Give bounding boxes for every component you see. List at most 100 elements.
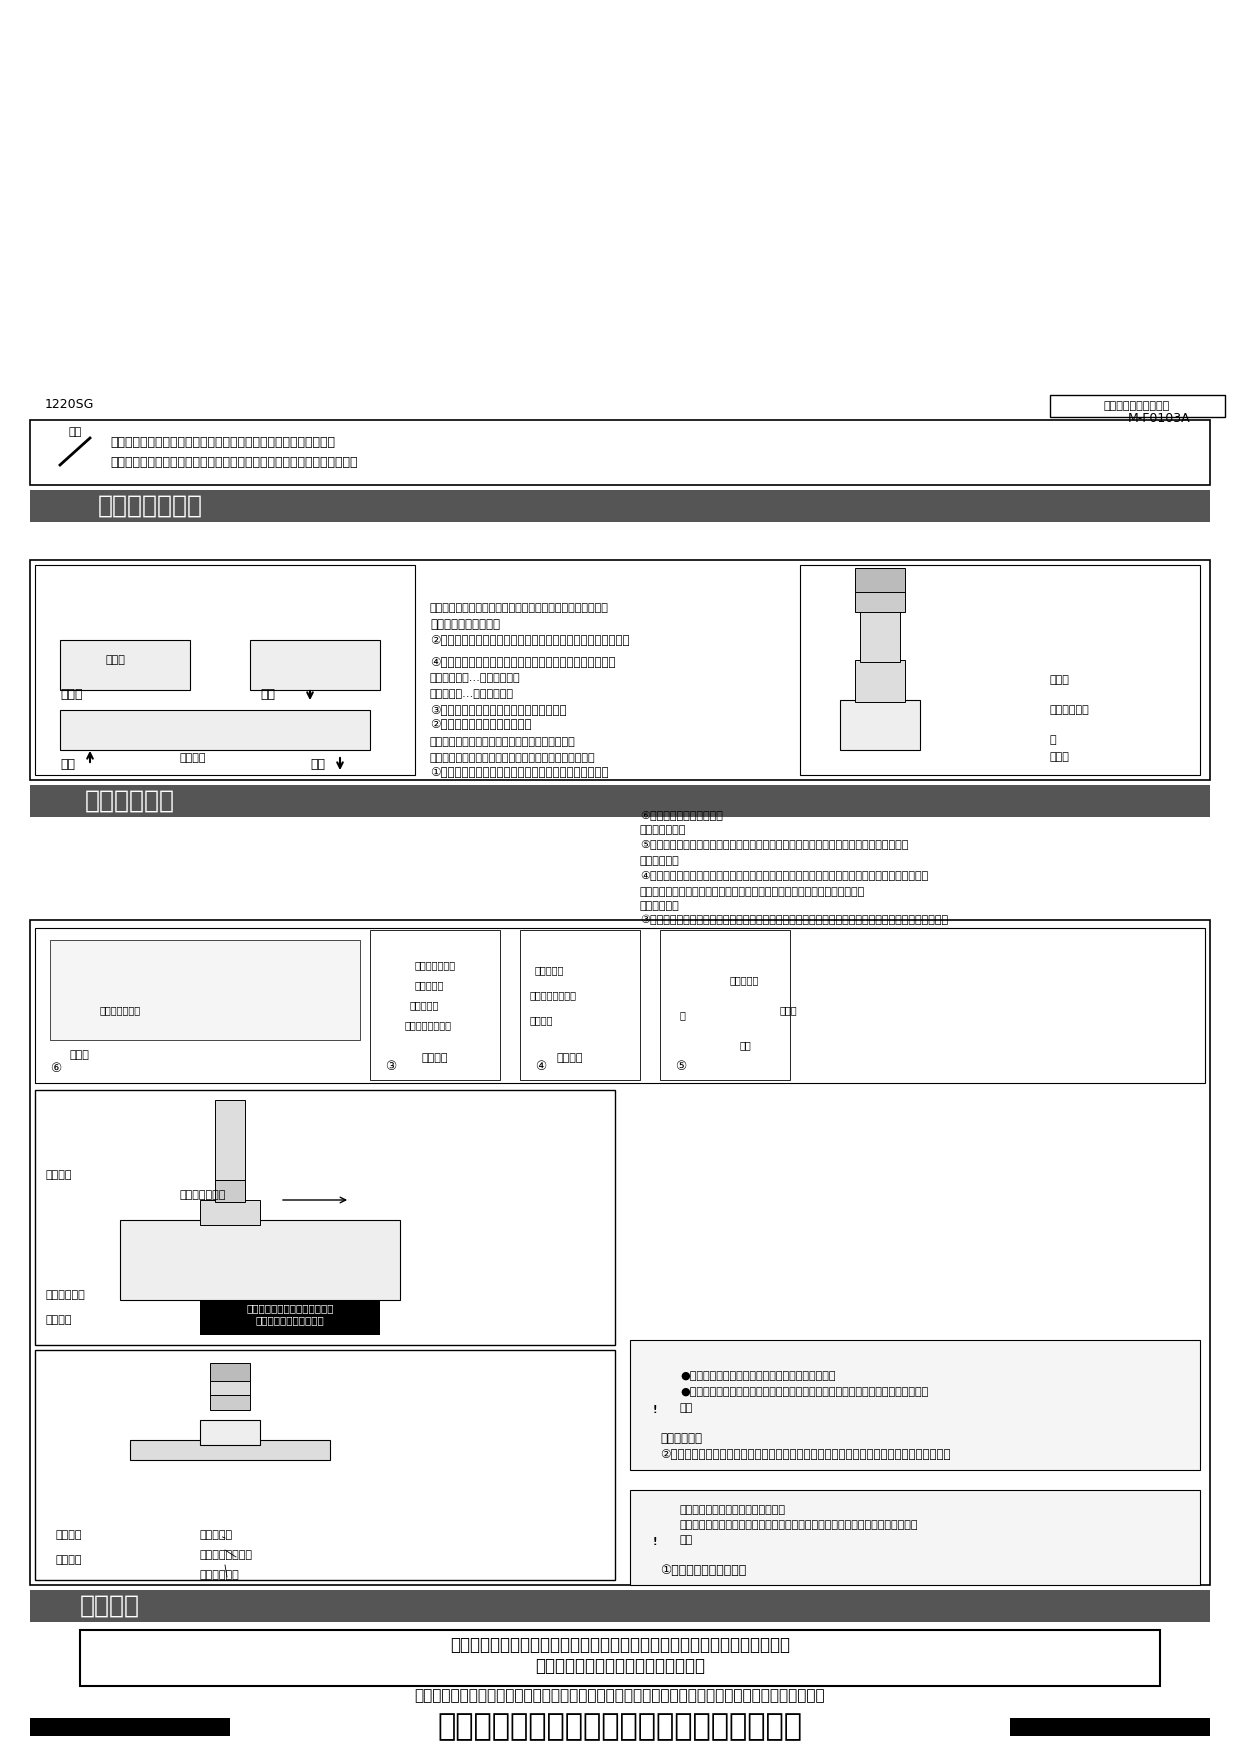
Text: ねじ込みます。: ねじ込みます。 xyxy=(640,824,687,835)
Bar xyxy=(30,489,1210,523)
Text: 玉: 玉 xyxy=(680,1010,686,1021)
Bar xyxy=(35,565,415,775)
Bar xyxy=(215,1180,246,1201)
Text: ①つまみ部を数回操作し、排水栓の開閉を確認します。: ①つまみ部を数回操作し、排水栓の開閉を確認します。 xyxy=(430,766,609,779)
Text: ⑤リードワイヤーの先端の玉をつまみ部の凹部に引掛け押込み、接続ナットをつまみ部に: ⑤リードワイヤーの先端の玉をつまみ部の凹部に引掛け押込み、接続ナットをつまみ部に xyxy=(640,838,909,849)
Bar xyxy=(60,710,370,751)
Text: ③接続ナットをゆるめ、図を参考に、つまみ部からリードワイヤー・締付ナット・スリップワッシャを: ③接続ナットをゆるめ、図を参考に、つまみ部からリードワイヤー・締付ナット・スリッ… xyxy=(640,916,949,924)
Text: 押す: 押す xyxy=(60,758,74,772)
Text: 禁止: 禁止 xyxy=(68,426,82,437)
Bar xyxy=(30,786,1210,817)
Text: 引く: 引く xyxy=(310,758,325,772)
Bar xyxy=(839,700,920,751)
Bar xyxy=(200,1421,260,1445)
Text: 閉まる: 閉まる xyxy=(60,689,83,702)
Text: 接続ナット: 接続ナット xyxy=(415,980,444,989)
Text: 排水金具: 排水金具 xyxy=(55,1529,82,1540)
Text: ②ロックナットをゆるめます。: ②ロックナットをゆるめます。 xyxy=(430,719,532,731)
Bar xyxy=(630,1489,1200,1586)
Bar xyxy=(120,1221,401,1300)
Text: 締付ナット: 締付ナット xyxy=(410,1000,439,1010)
Text: 接続ナット: 接続ナット xyxy=(730,975,759,986)
Text: がないか確認します。: がないか確認します。 xyxy=(430,617,500,630)
Text: ④取付穴の上からつまみ部を差込み、つまみ部にスリップワッシャを通し、締付ナットを締付け: ④取付穴の上からつまみ部を差込み、つまみ部にスリップワッシャを通し、締付ナットを… xyxy=(640,870,929,881)
Text: 失わない程度に締付けてください。: 失わない程度に締付けてください。 xyxy=(680,1505,786,1515)
Polygon shape xyxy=(645,1529,665,1549)
Text: 排水金具: 排水金具 xyxy=(45,1316,72,1324)
Text: 締付ナット: 締付ナット xyxy=(534,965,564,975)
Bar xyxy=(1011,1717,1210,1736)
Text: リードワイヤー取出口を: リードワイヤー取出口を xyxy=(255,1316,325,1324)
Text: スリップワッシャ: スリップワッシャ xyxy=(529,989,577,1000)
Bar xyxy=(30,419,1210,486)
Text: ③おもりのネジで軸の長さを調節します。: ③おもりのネジで軸の長さを調節します。 xyxy=(430,703,567,716)
Text: 施工後の確認: 施工後の確認 xyxy=(86,789,175,814)
Bar xyxy=(520,930,640,1080)
Bar xyxy=(200,1200,260,1224)
Text: 排水栓を外した状態で、洗髪したりペットを洗ったりしないでください。: 排水栓を外した状態で、洗髪したりペットを洗ったりしないでください。 xyxy=(110,456,357,468)
Text: ⑥排水栓をセットします。: ⑥排水栓をセットします。 xyxy=(640,810,723,821)
Text: 使用上のご注意: 使用上のご注意 xyxy=(98,495,202,517)
Text: ●リードワイヤーにものを引掛けないでください。: ●リードワイヤーにものを引掛けないでください。 xyxy=(680,1372,836,1380)
Text: 排水栓: 排水栓 xyxy=(1050,752,1070,761)
Text: フクロナット: フクロナット xyxy=(45,1289,84,1300)
Text: 三角パッキン: 三角パッキン xyxy=(200,1570,239,1580)
Text: ＊水もれがある場合は、その箇所を施工し直してください。: ＊水もれがある場合は、その箇所を施工し直してください。 xyxy=(430,603,609,612)
Text: 1220SG: 1220SG xyxy=(45,398,94,412)
Bar xyxy=(856,568,905,593)
Bar xyxy=(35,928,1205,1082)
Text: つまみ部: つまみ部 xyxy=(557,1052,583,1063)
Text: おもり: おもり xyxy=(1050,675,1070,686)
Bar xyxy=(60,640,190,689)
Text: ⑤: ⑤ xyxy=(675,1061,686,1073)
Bar xyxy=(370,930,500,1080)
Text: スリップワッシャ: スリップワッシャ xyxy=(200,1551,253,1559)
Text: !: ! xyxy=(652,1405,657,1415)
Bar xyxy=(210,1363,250,1380)
Bar xyxy=(30,1589,1210,1622)
Text: 取外します。: 取外します。 xyxy=(640,902,680,910)
Bar xyxy=(210,1380,250,1394)
Text: 締付ナットは、洗面器（手洗器）の破損を防止するため、ゴムパッキンの弾性を: 締付ナットは、洗面器（手洗器）の破損を防止するため、ゴムパッキンの弾性を xyxy=(680,1521,919,1529)
Bar xyxy=(660,930,790,1080)
Text: 凹部: 凹部 xyxy=(740,1040,751,1051)
Bar xyxy=(215,1100,246,1180)
Text: スリップワッシャ: スリップワッシャ xyxy=(405,1021,453,1030)
Bar xyxy=(1050,395,1225,417)
Text: ③: ③ xyxy=(384,1061,397,1073)
Text: ポップアップ排水ユニット　取扱施工説明書: ポップアップ排水ユニット 取扱施工説明書 xyxy=(438,1712,802,1742)
Text: ＊つまみ部からリードワイヤーを取外す際、無理に引張らないでください。: ＊つまみ部からリードワイヤーを取外す際、無理に引張らないでください。 xyxy=(640,888,866,896)
Text: 毛などがポップアップの機能部に絡まり、故障の原因となります。: 毛などがポップアップの機能部に絡まり、故障の原因となります。 xyxy=(110,437,335,449)
Text: ＊排水栓の開閉がうまくいかない場合は右図を参考に、: ＊排水栓の開閉がうまくいかない場合は右図を参考に、 xyxy=(430,752,595,763)
Text: パッキン: パッキン xyxy=(55,1556,82,1565)
Bar xyxy=(856,660,905,702)
Text: ●リードワイヤーは、引張ったり、ねじったり、折り曲げたりしないでください。: ●リードワイヤーは、引張ったり、ねじったり、折り曲げたりしないでください。 xyxy=(680,1387,929,1396)
Text: !: ! xyxy=(652,1537,657,1547)
Text: このたびは、ポップアップ排水ユニットをお買い求めいただき、まことにありがとうございました。: このたびは、ポップアップ排水ユニットをお買い求めいただき、まことにありがとうござ… xyxy=(414,1689,826,1703)
Text: 開く: 開く xyxy=(260,689,275,702)
Bar xyxy=(210,1394,250,1410)
Bar xyxy=(630,1340,1200,1470)
Text: 無断転載・複写を禁ず: 無断転載・複写を禁ず xyxy=(1104,402,1171,410)
Text: 施工・使用前に必ずお読みください。: 施工・使用前に必ずお読みください。 xyxy=(534,1658,706,1675)
Bar xyxy=(800,565,1200,775)
Bar xyxy=(35,1351,615,1580)
Text: つまみ部: つまみ部 xyxy=(180,752,207,763)
Text: ⑥: ⑥ xyxy=(50,1061,61,1075)
Text: 以下の手順で排水栓の長さを調節してください。: 以下の手順で排水栓の長さを調節してください。 xyxy=(430,737,575,747)
Text: 固定します。: 固定します。 xyxy=(640,856,680,866)
Text: リードワイヤー: リードワイヤー xyxy=(100,1005,141,1016)
Bar xyxy=(30,1717,229,1736)
Text: ロックナット: ロックナット xyxy=(1050,705,1090,716)
Text: テール管: テール管 xyxy=(45,1170,72,1180)
Bar xyxy=(861,610,900,661)
Text: 締付ナット: 締付ナット xyxy=(200,1529,233,1540)
Bar xyxy=(250,640,379,689)
Text: パッキン: パッキン xyxy=(529,1016,553,1024)
Text: ＊時計回り…軸を長くする: ＊時計回り…軸を長くする xyxy=(430,689,515,700)
Text: リードワイヤー: リードワイヤー xyxy=(415,959,456,970)
Text: ②洗面器（手洗器）に水をためてから排水し、各部から水もれ: ②洗面器（手洗器）に水をためてから排水し、各部から水もれ xyxy=(430,633,630,647)
Text: ①排水金具を取付ます。: ①排水金具を取付ます。 xyxy=(660,1563,746,1577)
Text: ②テール管のリードワイヤー取出口をつまみ部の方向にあわせて、フクロナットを締付けて: ②テール管のリードワイヤー取出口をつまみ部の方向にあわせて、フクロナットを締付け… xyxy=(660,1449,951,1461)
Text: つまみ部: つまみ部 xyxy=(422,1052,448,1063)
